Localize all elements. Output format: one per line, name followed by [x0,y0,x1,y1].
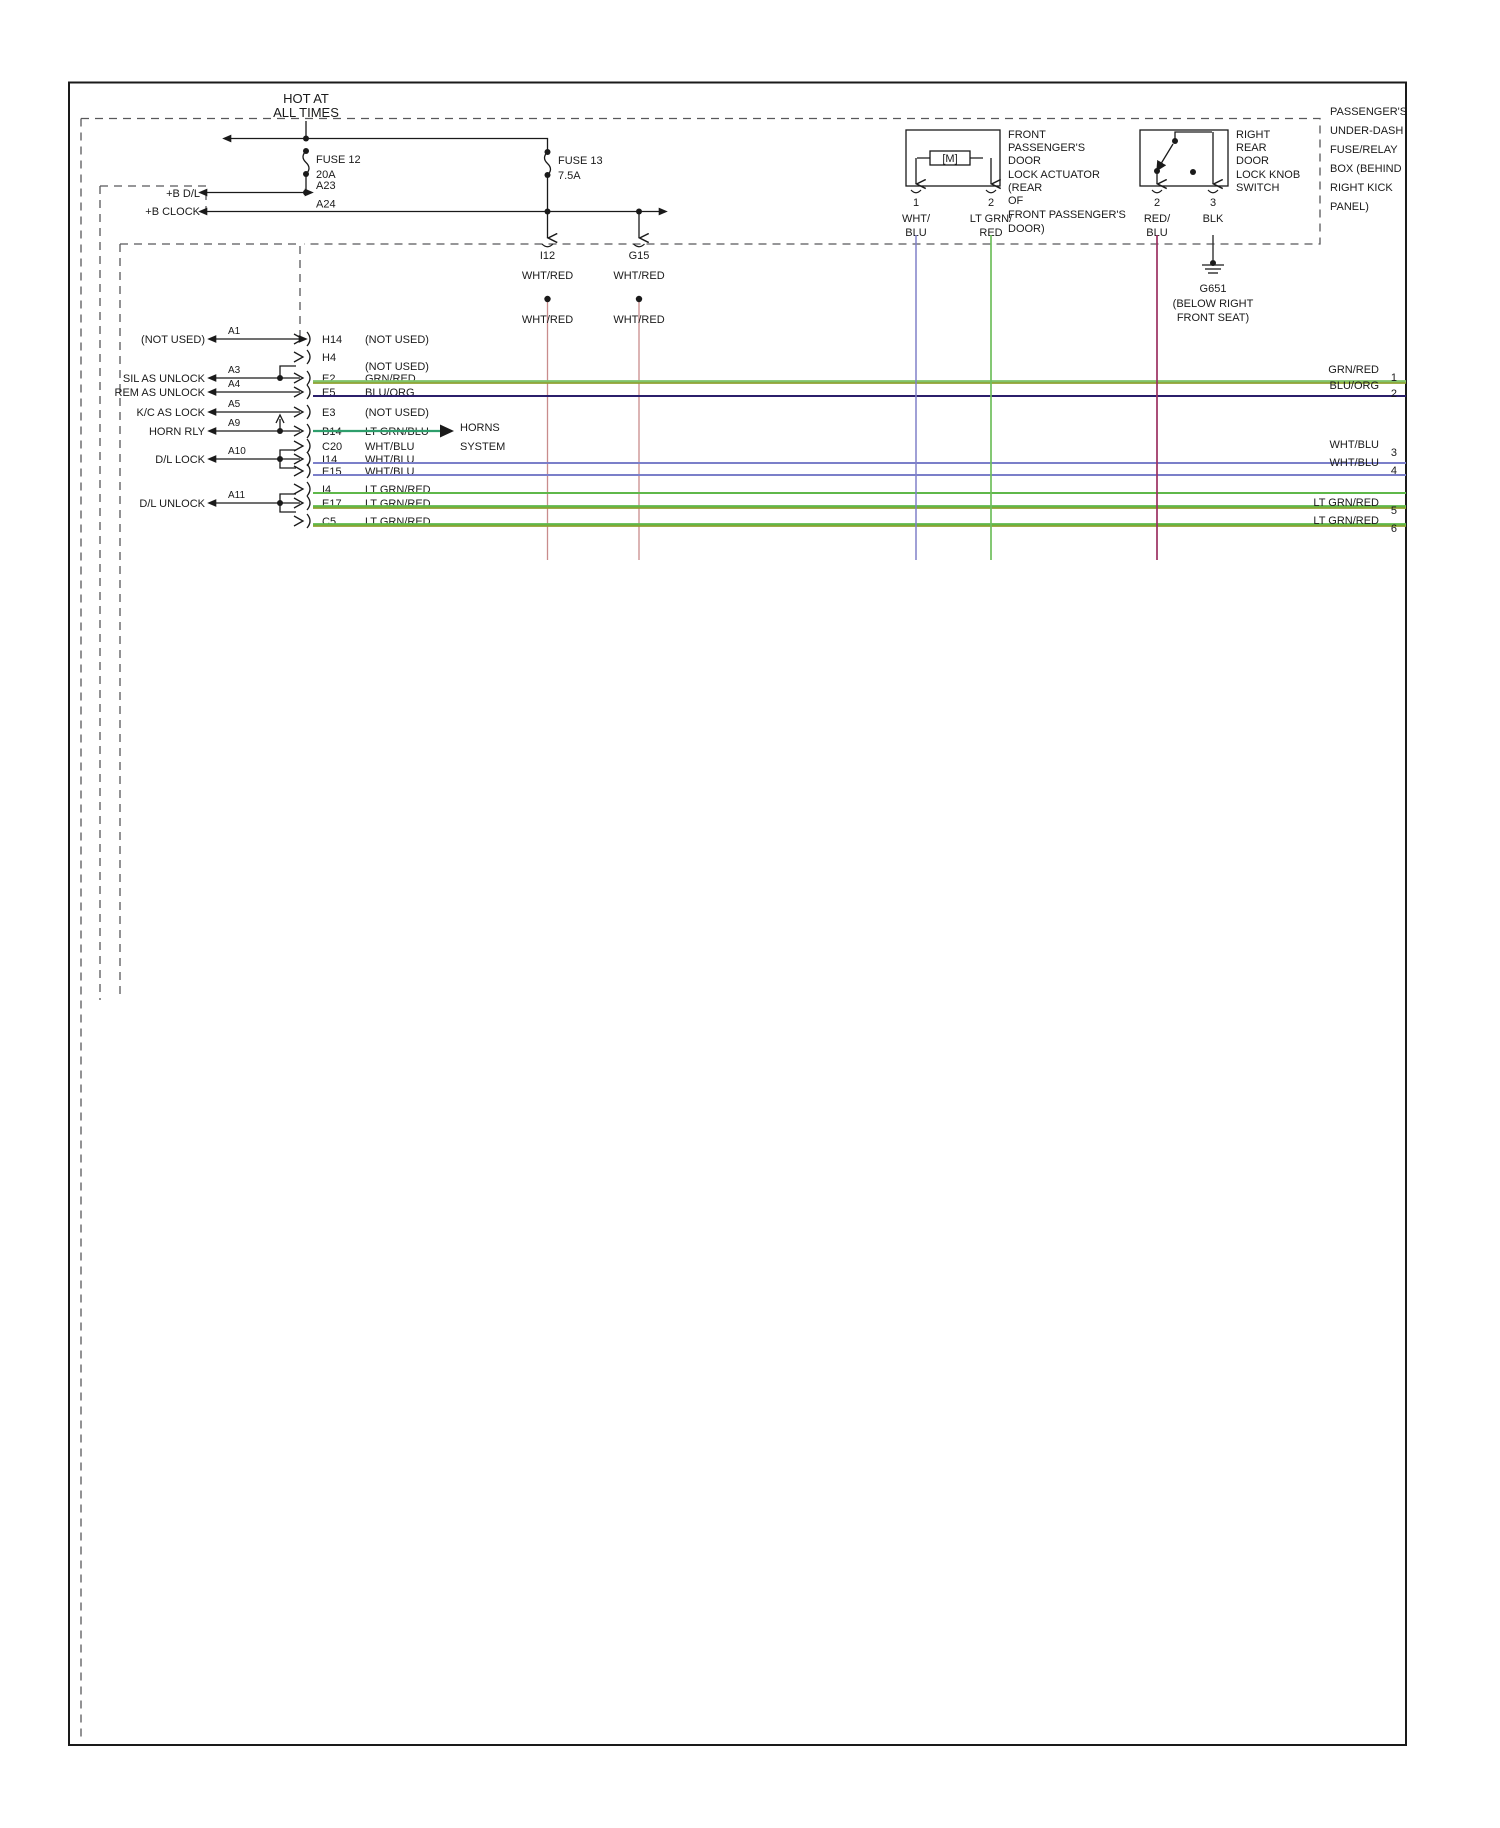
svg-text:G15: G15 [629,250,650,262]
svg-text:PANEL): PANEL) [1330,201,1369,213]
svg-text:C20: C20 [322,441,342,453]
svg-text:A10: A10 [228,446,246,457]
svg-text:E3: E3 [322,407,335,419]
svg-text:FRONT: FRONT [1008,129,1046,141]
svg-text:LOCK ACTUATOR: LOCK ACTUATOR [1008,169,1100,181]
svg-text:G651: G651 [1200,283,1227,295]
svg-text:BLK: BLK [1203,213,1224,225]
svg-text:5: 5 [1391,505,1397,517]
svg-text:(NOT USED): (NOT USED) [141,334,205,346]
svg-text:2: 2 [988,197,994,209]
svg-text:K/C AS LOCK: K/C AS LOCK [137,407,206,419]
svg-text:+B D/L: +B D/L [166,188,200,200]
svg-text:I12: I12 [540,250,555,262]
svg-text:I14: I14 [322,454,337,466]
svg-text:LOCK KNOB: LOCK KNOB [1236,169,1300,181]
svg-text:E5: E5 [322,387,335,399]
svg-text:FRONT PASSENGER'S: FRONT PASSENGER'S [1008,209,1126,221]
svg-text:FUSE 12: FUSE 12 [316,154,361,166]
svg-text:WHT/RED: WHT/RED [522,270,573,282]
svg-text:FRONT SEAT): FRONT SEAT) [1177,312,1249,324]
svg-text:PASSENGER'S: PASSENGER'S [1008,142,1085,154]
svg-text:A9: A9 [228,418,241,429]
svg-text:GRN/RED: GRN/RED [1328,364,1379,376]
svg-text:A1: A1 [228,326,241,337]
svg-text:HORNS: HORNS [460,422,500,434]
svg-text:LT GRN/RED: LT GRN/RED [365,484,431,496]
svg-text:2: 2 [1391,388,1397,400]
svg-text:A24: A24 [316,199,336,211]
svg-text:D/L UNLOCK: D/L UNLOCK [139,498,205,510]
svg-text:3: 3 [1391,447,1397,459]
svg-text:FUSE/RELAY: FUSE/RELAY [1330,144,1398,156]
svg-text:D/L LOCK: D/L LOCK [155,454,205,466]
svg-text:HOT AT: HOT AT [283,91,329,106]
svg-text:WHT/: WHT/ [902,213,931,225]
svg-text:REM AS UNLOCK: REM AS UNLOCK [115,387,206,399]
svg-text:A4: A4 [228,379,241,390]
svg-text:LT GRN/RED: LT GRN/RED [1313,515,1379,527]
svg-text:(REAR: (REAR [1008,182,1042,194]
svg-text:4: 4 [1391,465,1397,477]
svg-text:A23: A23 [316,180,336,192]
svg-text:A3: A3 [228,365,241,376]
svg-text:+B CLOCK: +B CLOCK [145,206,200,218]
svg-text:LT GRN/RED: LT GRN/RED [1313,497,1379,509]
svg-text:WHT/BLU: WHT/BLU [365,441,415,453]
svg-text:SIL AS UNLOCK: SIL AS UNLOCK [123,373,206,385]
svg-text:(NOT USED): (NOT USED) [365,334,429,346]
svg-text:SWITCH: SWITCH [1236,182,1279,194]
svg-text:[M]: [M] [942,153,957,165]
svg-text:H14: H14 [322,334,342,346]
svg-text:2: 2 [1154,197,1160,209]
svg-text:WHT/RED: WHT/RED [613,270,664,282]
svg-text:7.5A: 7.5A [558,170,581,182]
svg-text:WHT/BLU: WHT/BLU [365,454,415,466]
svg-text:BLU/ORG: BLU/ORG [365,387,415,399]
svg-text:1: 1 [913,197,919,209]
svg-text:OF: OF [1008,195,1024,207]
svg-text:RIGHT: RIGHT [1236,129,1271,141]
svg-text:LT GRN/: LT GRN/ [970,213,1013,225]
svg-text:1: 1 [1391,372,1397,384]
svg-text:WHT/BLU: WHT/BLU [1330,457,1380,469]
svg-text:DOOR): DOOR) [1008,223,1045,235]
svg-text:3: 3 [1210,197,1216,209]
svg-text:A5: A5 [228,399,241,410]
svg-text:SYSTEM: SYSTEM [460,441,505,453]
svg-text:A11: A11 [228,490,245,501]
svg-text:WHT/RED: WHT/RED [613,314,664,326]
svg-text:WHT/RED: WHT/RED [522,314,573,326]
svg-text:HORN RLY: HORN RLY [149,426,206,438]
svg-text:(NOT USED): (NOT USED) [365,407,429,419]
svg-text:I4: I4 [322,484,331,496]
svg-text:DOOR: DOOR [1008,155,1041,167]
svg-text:(NOT USED): (NOT USED) [365,361,429,373]
svg-text:H4: H4 [322,352,336,364]
svg-text:DOOR: DOOR [1236,155,1269,167]
svg-text:BLU/ORG: BLU/ORG [1329,380,1379,392]
svg-text:(BELOW RIGHT: (BELOW RIGHT [1173,298,1254,310]
svg-text:ALL TIMES: ALL TIMES [273,105,339,120]
svg-text:WHT/BLU: WHT/BLU [365,466,415,478]
svg-text:BOX (BEHIND: BOX (BEHIND [1330,163,1402,175]
svg-text:REAR: REAR [1236,142,1267,154]
svg-text:RIGHT KICK: RIGHT KICK [1330,182,1393,194]
svg-text:PASSENGER'S: PASSENGER'S [1330,106,1407,118]
svg-text:UNDER-DASH: UNDER-DASH [1330,125,1403,137]
svg-text:E15: E15 [322,466,342,478]
svg-text:WHT/BLU: WHT/BLU [1330,439,1380,451]
svg-text:6: 6 [1391,523,1397,535]
svg-text:FUSE 13: FUSE 13 [558,155,603,167]
svg-text:RED/: RED/ [1144,213,1171,225]
